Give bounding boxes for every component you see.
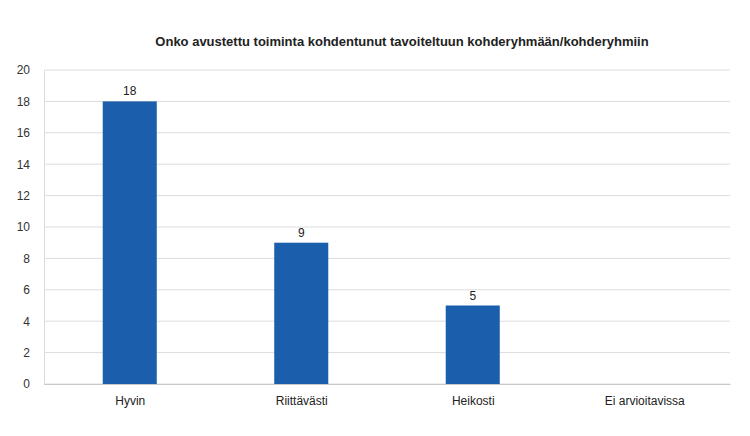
data-label: 18 [123, 84, 137, 98]
y-tick-label: 2 [23, 346, 30, 360]
y-tick-label: 14 [17, 158, 31, 172]
y-tick-label: 8 [23, 252, 30, 266]
y-tick: 8 [23, 252, 44, 266]
y-tick: 20 [17, 63, 44, 77]
x-tick-label: Ei arvioitavissa [605, 394, 685, 408]
chart: Onko avustettu toiminta kohdentunut tavo… [0, 0, 750, 436]
y-tick: 2 [23, 346, 44, 360]
y-tick-label: 20 [17, 63, 31, 77]
bars [103, 101, 500, 384]
y-tick: 16 [17, 126, 44, 140]
data-label: 5 [469, 289, 476, 303]
y-tick-label: 16 [17, 126, 31, 140]
y-axis: 0 2 4 6 8 10 12 14 16 18 20 [17, 63, 45, 391]
y-tick-label: 18 [17, 95, 31, 109]
y-tick: 14 [17, 158, 44, 172]
x-tick: Heikosti [452, 384, 495, 408]
x-tick: Hyvin [115, 384, 145, 408]
y-tick: 12 [17, 189, 44, 203]
bar [446, 306, 500, 385]
y-tick: 0 [23, 377, 44, 391]
data-labels: 1895 [123, 84, 476, 302]
x-axis: Hyvin Riittävästi Heikosti Ei arvioitavissa [45, 384, 731, 408]
x-tick: Ei arvioitavissa [605, 384, 685, 408]
x-tick-label: Riittävästi [276, 394, 328, 408]
y-tick-label: 0 [23, 377, 30, 391]
x-tick-label: Hyvin [115, 394, 145, 408]
y-tick: 6 [23, 283, 44, 297]
bar [274, 243, 328, 384]
y-tick-label: 10 [17, 220, 31, 234]
grid [44, 70, 730, 384]
y-tick: 10 [17, 220, 44, 234]
data-label: 9 [298, 226, 305, 240]
y-axis-line [44, 71, 45, 385]
grid-line [44, 70, 730, 71]
y-tick-label: 12 [17, 189, 31, 203]
x-tick: Riittävästi [276, 384, 328, 408]
y-tick-label: 4 [23, 315, 30, 329]
title: Onko avustettu toiminta kohdentunut tavo… [155, 34, 648, 49]
x-axis-line [45, 384, 731, 385]
y-tick-label: 6 [23, 283, 30, 297]
y-tick: 18 [17, 95, 44, 109]
x-tick-label: Heikosti [452, 394, 495, 408]
bar [103, 101, 157, 384]
y-tick: 4 [23, 315, 44, 329]
